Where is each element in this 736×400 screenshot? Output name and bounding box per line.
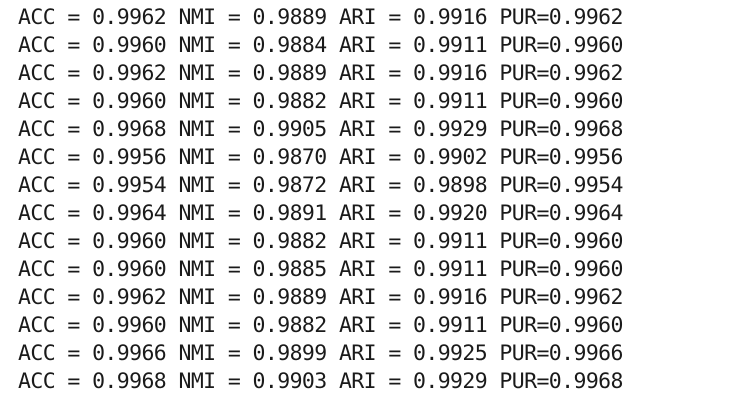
log-line: ACC = 0.9964 NMI = 0.9891 ARI = 0.9920 P… xyxy=(18,201,623,226)
log-line: ACC = 0.9956 NMI = 0.9870 ARI = 0.9902 P… xyxy=(18,145,623,170)
log-line: ACC = 0.9962 NMI = 0.9889 ARI = 0.9916 P… xyxy=(18,285,623,310)
log-line: ACC = 0.9960 NMI = 0.9882 ARI = 0.9911 P… xyxy=(18,89,623,114)
log-line: ACC = 0.9968 NMI = 0.9903 ARI = 0.9929 P… xyxy=(18,369,623,394)
log-line: ACC = 0.9966 NMI = 0.9899 ARI = 0.9925 P… xyxy=(18,341,623,366)
log-line: ACC = 0.9960 NMI = 0.9884 ARI = 0.9911 P… xyxy=(18,33,623,58)
log-line: ACC = 0.9962 NMI = 0.9889 ARI = 0.9916 P… xyxy=(18,5,623,30)
terminal-output: ACC = 0.9962 NMI = 0.9889 ARI = 0.9916 P… xyxy=(18,4,623,396)
log-line: ACC = 0.9954 NMI = 0.9872 ARI = 0.9898 P… xyxy=(18,173,623,198)
log-line: ACC = 0.9968 NMI = 0.9905 ARI = 0.9929 P… xyxy=(18,117,623,142)
log-line: ACC = 0.9960 NMI = 0.9882 ARI = 0.9911 P… xyxy=(18,313,623,338)
log-line: ACC = 0.9960 NMI = 0.9885 ARI = 0.9911 P… xyxy=(18,257,623,282)
log-line: ACC = 0.9962 NMI = 0.9889 ARI = 0.9916 P… xyxy=(18,61,623,86)
log-line: ACC = 0.9960 NMI = 0.9882 ARI = 0.9911 P… xyxy=(18,229,623,254)
